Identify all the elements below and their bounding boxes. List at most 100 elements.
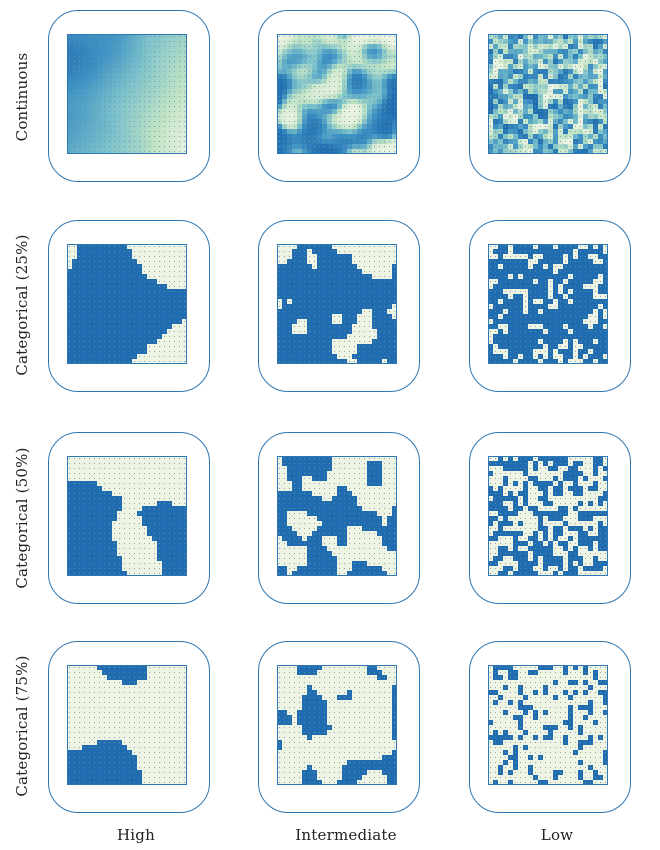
grid-dot (393, 265, 396, 268)
grid-dot (373, 255, 376, 258)
grid-dot (388, 100, 391, 103)
grid-dot (383, 140, 386, 143)
grid-dot (564, 35, 567, 38)
grid-dot (78, 55, 81, 58)
grid-dot (504, 65, 507, 68)
grid-dot (183, 65, 186, 68)
grid-dot (68, 40, 71, 43)
grid-dot (604, 50, 607, 53)
grid-dot (118, 305, 121, 308)
grid-dot (103, 145, 106, 148)
grid-dot (108, 330, 111, 333)
grid-dot (348, 275, 351, 278)
grid-dot (88, 140, 91, 143)
grid-dot (153, 80, 156, 83)
grid-dot (599, 55, 602, 58)
grid-dot (529, 90, 532, 93)
grid-dot (113, 150, 116, 153)
grid-dot (98, 130, 101, 133)
grid-dot (313, 100, 316, 103)
grid-dot (283, 260, 286, 263)
grid-dot (504, 70, 507, 73)
grid-dot (318, 280, 321, 283)
grid-dot (604, 110, 607, 113)
grid-dot (148, 45, 151, 48)
grid-dot (338, 260, 341, 263)
grid-dot (128, 245, 131, 248)
grid-dot (103, 285, 106, 288)
grid-dot (318, 150, 321, 153)
grid-dot (509, 70, 512, 73)
grid-dot (388, 50, 391, 53)
grid-dot (278, 245, 281, 248)
grid-dot (138, 270, 141, 273)
grid-dot (128, 285, 131, 288)
grid-dot (549, 50, 552, 53)
grid-dot (73, 105, 76, 108)
grid-dot (323, 280, 326, 283)
grid-dot (118, 310, 121, 313)
grid-dot (343, 80, 346, 83)
grid-dot (153, 310, 156, 313)
grid-dot (78, 275, 81, 278)
grid-dot (128, 320, 131, 323)
grid-dot (88, 150, 91, 153)
grid-dot (113, 135, 116, 138)
grid-dot (163, 310, 166, 313)
grid-dot (323, 80, 326, 83)
grid-dot (128, 310, 131, 313)
grid-dot (288, 55, 291, 58)
grid-dot (168, 310, 171, 313)
grid-dot (103, 50, 106, 53)
grid-dot (283, 125, 286, 128)
grid-dot (584, 150, 587, 153)
grid-dot (363, 65, 366, 68)
grid-dot (303, 40, 306, 43)
grid-dot (499, 125, 502, 128)
grid-dot (318, 130, 321, 133)
grid-dot (489, 100, 492, 103)
grid-dot (534, 45, 537, 48)
grid-dot (554, 70, 557, 73)
grid-dot (88, 45, 91, 48)
grid-dot (519, 85, 522, 88)
grid-dot (133, 70, 136, 73)
grid-dot (173, 140, 176, 143)
grid-dot (298, 260, 301, 263)
grid-dot (113, 35, 116, 38)
grid-dot (178, 275, 181, 278)
grid-dot (323, 125, 326, 128)
grid-dot (278, 265, 281, 268)
grid-dot (158, 310, 161, 313)
grid-dot (163, 270, 166, 273)
grid-dot (298, 265, 301, 268)
grid-dot (108, 270, 111, 273)
grid-dot (158, 120, 161, 123)
grid-dot (73, 100, 76, 103)
grid-dot (353, 90, 356, 93)
grid-dot (604, 135, 607, 138)
grid-dot (103, 310, 106, 313)
grid-dot (353, 280, 356, 283)
grid-dot (489, 70, 492, 73)
grid-dot (303, 100, 306, 103)
grid-dot (549, 130, 552, 133)
grid-dot (338, 80, 341, 83)
grid-dot (554, 45, 557, 48)
grid-dot (278, 255, 281, 258)
grid-dot (293, 65, 296, 68)
grid-dot (549, 55, 552, 58)
grid-dot (173, 90, 176, 93)
grid-dot (88, 35, 91, 38)
grid-dot (358, 120, 361, 123)
grid-dot (579, 35, 582, 38)
grid-dot (148, 85, 151, 88)
grid-dot (584, 55, 587, 58)
grid-dot (338, 145, 341, 148)
grid-dot (574, 75, 577, 78)
grid-dot (489, 80, 492, 83)
grid-dot (98, 140, 101, 143)
grid-dot (368, 120, 371, 123)
grid-dot (118, 330, 121, 333)
grid-dot (348, 60, 351, 63)
